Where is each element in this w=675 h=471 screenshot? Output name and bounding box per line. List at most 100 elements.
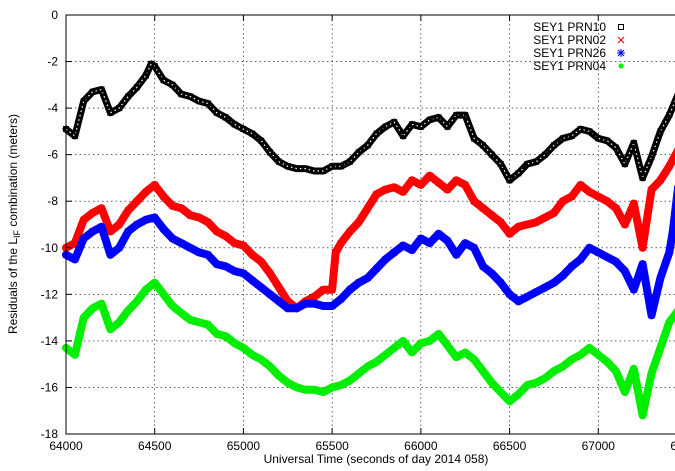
data-point	[668, 227, 675, 236]
x-tick-label: 67000	[582, 439, 616, 453]
y-tick-label: -4	[47, 101, 58, 115]
data-point	[648, 186, 655, 193]
data-point	[214, 331, 220, 337]
data-point	[364, 142, 371, 149]
data-point	[434, 229, 443, 238]
axis-ticks	[65, 14, 599, 435]
data-point	[532, 288, 541, 297]
data-point	[470, 197, 478, 205]
x-tick-label: 64000	[49, 439, 83, 453]
series-4	[62, 278, 675, 420]
data-point	[640, 412, 646, 418]
data-point	[320, 167, 327, 174]
data-point	[205, 322, 211, 328]
data-point	[577, 126, 584, 133]
data-point	[365, 363, 371, 369]
data-point	[72, 352, 78, 358]
data-point	[187, 93, 194, 100]
data-point	[134, 298, 140, 304]
series-trace-highlight	[65, 63, 675, 181]
data-point	[613, 368, 619, 374]
data-point	[151, 63, 158, 70]
data-point	[665, 162, 673, 170]
data-point	[399, 188, 407, 196]
data-point	[196, 319, 202, 325]
series-trace	[62, 60, 675, 184]
data-point	[657, 128, 664, 135]
data-point	[416, 234, 425, 243]
data-point	[116, 105, 123, 112]
data-point	[347, 377, 353, 383]
data-point	[107, 109, 114, 116]
data-point	[106, 228, 114, 235]
series-2	[62, 147, 675, 313]
legend-label: SEY1 PRN02	[533, 33, 606, 47]
data-point	[417, 181, 425, 189]
data-point	[435, 114, 442, 121]
data-point	[372, 264, 381, 273]
y-tick-label: 0	[51, 8, 58, 22]
data-point	[532, 218, 540, 226]
plot-area	[62, 60, 675, 420]
data-point	[232, 340, 238, 346]
data-point	[612, 204, 620, 212]
data-point	[444, 343, 450, 349]
data-point	[178, 310, 184, 316]
data-point	[169, 202, 176, 210]
data-point	[222, 232, 230, 240]
data-point	[160, 193, 167, 200]
data-point	[461, 239, 470, 248]
data-point	[629, 285, 638, 294]
data-point	[89, 88, 96, 95]
x-axis-tick-labels: 64000 64500 65000 65500 66000 66500 67000 67500	[49, 439, 675, 453]
data-point	[506, 230, 513, 238]
data-point	[169, 303, 175, 309]
data-point	[88, 227, 97, 236]
data-point	[408, 121, 415, 128]
data-point	[426, 116, 433, 123]
data-point	[328, 301, 337, 310]
data-point	[568, 193, 576, 200]
data-point	[354, 278, 363, 287]
data-point	[302, 165, 309, 172]
data-point	[427, 338, 433, 344]
data-point	[150, 213, 159, 222]
data-point	[310, 299, 319, 308]
data-point	[595, 135, 602, 142]
legend-label: SEY1 PRN10	[533, 20, 606, 34]
data-point	[621, 160, 628, 167]
data-point	[603, 253, 612, 262]
data-point	[639, 244, 647, 252]
data-point	[497, 160, 504, 167]
x-tick-label: 66500	[493, 439, 527, 453]
data-point	[266, 290, 275, 299]
data-point	[107, 326, 113, 332]
data-point	[275, 283, 283, 291]
data-point	[98, 301, 104, 307]
data-point	[489, 380, 495, 386]
legend-marker	[617, 36, 625, 44]
data-point	[355, 218, 363, 226]
data-point	[436, 331, 442, 337]
data-point	[294, 384, 300, 390]
data-point	[578, 352, 584, 358]
data-point	[444, 123, 451, 130]
data-point	[425, 239, 434, 248]
data-point	[648, 153, 655, 160]
data-point	[70, 255, 79, 264]
data-point	[106, 250, 115, 259]
data-point	[90, 305, 96, 311]
data-point	[620, 267, 629, 276]
data-point	[478, 262, 487, 271]
data-point	[230, 267, 239, 276]
data-point	[399, 241, 408, 250]
data-point	[649, 370, 655, 376]
data-point	[329, 163, 336, 170]
series-trace	[62, 278, 675, 420]
data-point	[319, 301, 328, 310]
data-point	[169, 81, 176, 88]
data-point	[391, 119, 398, 126]
data-point	[382, 352, 388, 358]
